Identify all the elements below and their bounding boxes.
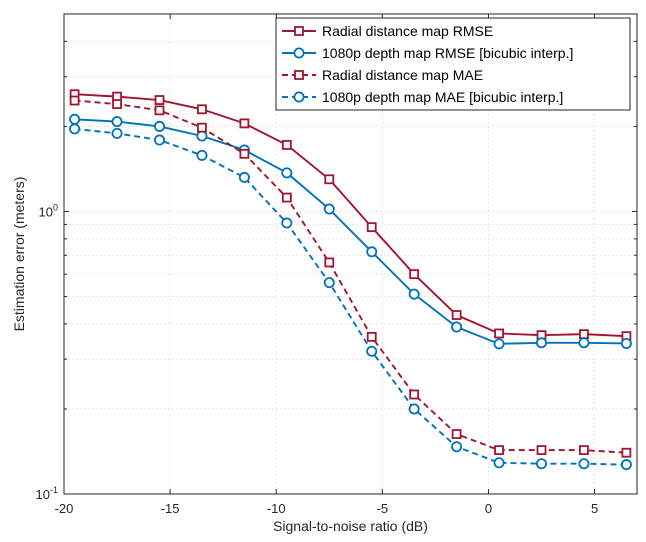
data-point [153,120,165,132]
series-4 [69,123,632,471]
legend: Radial distance map RMSE 1080p depth map … [275,17,631,111]
legend-label: Radial distance map MAE [322,67,483,83]
data-point [451,429,462,439]
data-point [112,99,122,109]
series-layer [69,89,632,471]
y-tick-label: 10-1 [36,485,58,502]
data-point [579,445,589,456]
data-point [239,148,250,159]
data-point [239,118,250,129]
x-axis-label: Signal-to-noise ratio (dB) [273,518,428,534]
x-tick-label: -15 [161,501,180,516]
data-point [281,217,293,229]
x-tick-label: -20 [55,501,74,516]
x-tick-label: 0 [485,501,492,516]
data-point [366,345,378,357]
data-point [366,246,378,258]
data-point [197,104,207,115]
data-point [154,95,165,105]
data-point [620,459,632,471]
data-point [366,331,377,342]
data-point [451,441,463,453]
data-point [69,95,80,106]
data-point [281,192,292,203]
series-line [74,118,627,345]
data-point [621,447,632,458]
data-point [536,458,548,470]
legend-marker [294,70,304,80]
data-point [451,310,462,320]
data-point [408,288,420,300]
data-point [620,337,632,349]
data-point [324,174,335,185]
data-point [494,445,504,456]
legend-marker [294,26,304,36]
legend-item: Radial distance map MAE [282,67,483,83]
plot-frame [63,13,638,495]
legend-label: Radial distance map RMSE [322,23,493,39]
data-point [493,338,505,350]
y-tick-label: 100 [39,202,58,219]
data-point [578,337,590,349]
data-point [111,116,123,128]
legend-item: 1080p depth map RMSE [bicubic interp.] [282,45,573,61]
data-point [324,257,335,268]
legend-marker [293,91,305,103]
ticks: -20 -15 -10 -5 0 5 10-1 100 [36,13,637,516]
data-point [493,457,505,469]
legend-box [275,17,631,111]
series-1 [69,89,632,342]
y-axis-label: Estimation error (meters) [11,177,27,332]
series-2 [69,113,632,350]
data-point [323,277,335,289]
series-line [74,99,627,454]
x-tick-label: -10 [267,501,286,516]
data-point [536,445,547,456]
legend-label: 1080p depth map RMSE [bicubic interp.] [322,45,573,61]
data-point [111,127,123,139]
legend-item: Radial distance map RMSE [282,23,493,39]
legend-marker [293,47,305,59]
data-point [281,140,292,150]
data-point [69,123,81,135]
data-point [578,458,590,470]
data-point [197,122,207,133]
data-point [154,105,165,116]
legend-item: 1080p depth map MAE [bicubic interp.] [282,89,563,105]
data-point [196,130,208,142]
data-point [196,149,208,161]
data-point [69,113,81,125]
legend-label: 1080p depth map MAE [bicubic interp.] [322,89,563,105]
data-point [579,329,589,340]
series-line [74,93,627,338]
data-point [409,389,420,400]
series-line [74,127,627,466]
data-point [409,269,420,280]
data-point [494,328,504,339]
data-point [366,222,377,233]
data-point [323,203,335,215]
series-3 [69,95,632,458]
data-point [238,171,250,183]
x-tick-label: 5 [591,501,598,516]
x-tick-label: -5 [377,501,389,516]
data-point [536,337,548,349]
data-point [153,134,165,146]
data-point [408,403,420,415]
data-point [281,167,293,179]
data-point [451,321,463,333]
